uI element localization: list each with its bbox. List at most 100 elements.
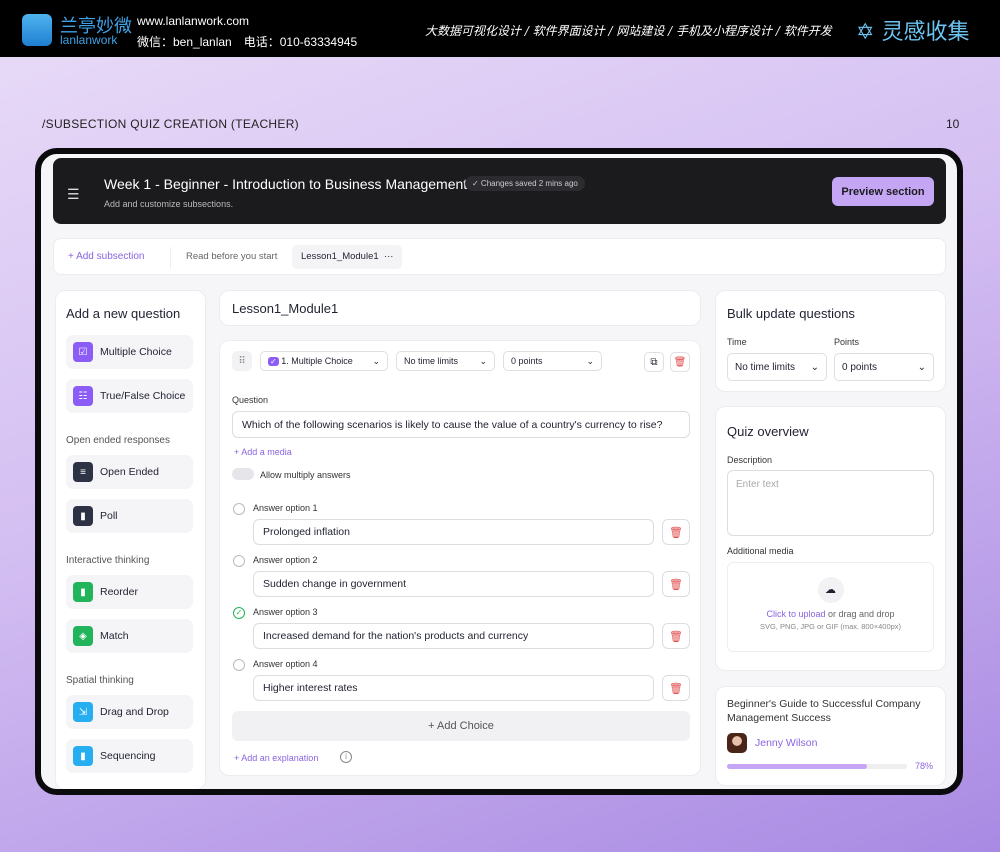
select-value: 1. Multiple Choice [281, 356, 353, 366]
trash-icon[interactable]: 🗑 [662, 571, 690, 597]
device-frame: ☰ Week 1 - Beginner - Introduction to Bu… [35, 148, 963, 795]
trash-icon[interactable]: 🗑 [662, 519, 690, 545]
logo-icon [22, 14, 52, 46]
course-guide-card: Beginner's Guide to Successful Company M… [715, 686, 946, 786]
points-select[interactable]: 0 points ⌄ [503, 351, 602, 371]
bulk-points-select[interactable]: 0 points ⌄ [834, 353, 934, 381]
item-label: Match [100, 630, 129, 642]
panel-title: Add a new question [66, 306, 181, 321]
logo-subtext: lanlanwork [60, 33, 118, 47]
answer-radio[interactable] [233, 503, 245, 515]
add-subsection-button[interactable]: + Add subsection [68, 251, 145, 262]
lesson-title-card: Lesson1_Module1 [219, 290, 701, 326]
tab-read-before[interactable]: Read before you start [186, 251, 278, 262]
select-value: No time limits [735, 361, 796, 373]
author-name[interactable]: Jenny Wilson [755, 737, 818, 749]
answer-radio[interactable] [233, 659, 245, 671]
brand-text: 灵感收集 [881, 20, 970, 45]
time-label: Time [727, 337, 747, 347]
question-type-open-ended[interactable]: ≡ Open Ended [66, 455, 193, 489]
item-label: Reorder [100, 586, 138, 598]
chevron-down-icon: ⌄ [810, 361, 819, 373]
question-type-panel: Add a new question ☑ Multiple Choice ☷ Tru… [55, 290, 206, 789]
tab-lesson1[interactable]: Lesson1_Module1 ··· [292, 245, 403, 269]
chevron-down-icon: ⌄ [479, 355, 487, 366]
star-icon: ✡ [856, 20, 882, 45]
slide-label: /SUBSECTION QUIZ CREATION (TEACHER) [42, 117, 299, 131]
more-icon[interactable]: ··· [383, 251, 394, 262]
add-media-button[interactable]: + Add a media [234, 447, 292, 457]
card-title: Bulk update questions [727, 306, 855, 321]
question-type-reorder[interactable]: ▮ Reorder [66, 575, 193, 609]
drag-handle-icon[interactable]: ⠿ [232, 351, 252, 371]
add-choice-button[interactable]: + Add Choice [232, 711, 690, 741]
upload-cloud-icon: ☁ [817, 577, 844, 603]
description-input[interactable]: Enter text [727, 470, 934, 536]
card-title: Quiz overview [727, 424, 809, 439]
item-label: Multiple Choice [100, 346, 172, 358]
trash-icon[interactable]: 🗑 [662, 675, 690, 701]
answer-radio[interactable] [233, 555, 245, 567]
answer-label: Answer option 1 [253, 503, 318, 513]
top-banner: 兰亭妙微 lanlanwork www.lanlanwork.com 微信：be… [0, 0, 1000, 57]
subsection-tabs: + Add subsection Read before you start L… [53, 238, 946, 275]
answer-radio-correct[interactable]: ✓ [233, 607, 245, 619]
group-title: Spatial thinking [66, 675, 134, 686]
layers-icon: ◈ [73, 626, 93, 646]
group-title: Open ended responses [66, 435, 170, 446]
reorder-icon: ▮ [73, 582, 93, 602]
group-title: Interactive thinking [66, 555, 150, 566]
select-value: 0 points [842, 361, 878, 373]
info-icon[interactable]: i [340, 751, 352, 763]
upload-text: or drag and drop [825, 609, 895, 619]
question-type-match[interactable]: ◈ Match [66, 619, 193, 653]
allow-multiple-label: Allow multiply answers [260, 470, 351, 480]
upload-hint: SVG, PNG, JPG or GIF (max. 800×400px) [759, 622, 902, 631]
saved-badge: ✓ Changes saved 2 mins ago [465, 176, 585, 191]
question-type-multiple-choice[interactable]: ☑ Multiple Choice [66, 335, 193, 369]
list-icon: ☷ [73, 386, 93, 406]
question-type-poll[interactable]: ▮ Poll [66, 499, 193, 533]
page-number: 10 [946, 117, 960, 131]
question-type-select[interactable]: ✓ 1. Multiple Choice ⌄ [260, 351, 388, 371]
trash-icon[interactable]: 🗑 [670, 352, 690, 372]
progress-bar [727, 764, 907, 769]
question-input[interactable]: Which of the following scenarios is like… [232, 411, 690, 438]
website: www.lanlanwork.com [137, 14, 250, 28]
answer-input[interactable]: Prolonged inflation [253, 519, 654, 545]
divider [170, 247, 171, 269]
add-explanation-button[interactable]: + Add an explanation [234, 753, 319, 763]
item-label: Sequencing [100, 750, 156, 762]
section-header: ☰ Week 1 - Beginner - Introduction to Bu… [53, 158, 946, 224]
question-type-drag-drop[interactable]: ⇲ Drag and Drop [66, 695, 193, 729]
question-label: Question [232, 395, 269, 405]
time-limit-select[interactable]: No time limits ⌄ [396, 351, 495, 371]
chevron-down-icon: ⌄ [917, 361, 926, 373]
answer-label: Answer option 4 [253, 659, 318, 669]
course-title: Beginner's Guide to Successful Company M… [727, 698, 921, 724]
bulk-time-select[interactable]: No time limits ⌄ [727, 353, 827, 381]
answer-input[interactable]: Sudden change in government [253, 571, 654, 597]
click-to-upload-link[interactable]: Click to upload [766, 609, 826, 619]
menu-icon[interactable]: ☰ [67, 186, 80, 202]
preview-section-button[interactable]: Preview section [832, 177, 934, 206]
brand-logo: ✡ 灵感收集 [856, 14, 969, 46]
allow-multiple-toggle[interactable] [232, 468, 254, 480]
page-title: Week 1 - Beginner - Introduction to Busi… [104, 176, 468, 192]
chevron-down-icon: ⌄ [372, 355, 380, 366]
description-label: Description [727, 455, 773, 465]
question-card: ⠿ ✓ 1. Multiple Choice ⌄ No time limits ⌄ … [219, 340, 701, 776]
duplicate-icon[interactable]: ⧉ [644, 352, 664, 372]
answer-input[interactable]: Increased demand for the nation's produc… [253, 623, 654, 649]
select-value: No time limits [404, 356, 459, 366]
question-type-true-false[interactable]: ☷ True/False Choice [66, 379, 193, 413]
trash-icon[interactable]: 🗑 [662, 623, 690, 649]
logo-text: 兰亭妙微 [60, 16, 132, 36]
item-label: Drag and Drop [100, 706, 169, 718]
sequence-icon: ▮ [73, 746, 93, 766]
question-type-sequencing[interactable]: ▮ Sequencing [66, 739, 193, 773]
upload-dropzone[interactable]: ☁ Click to upload or drag and drop SVG, … [727, 562, 934, 652]
progress-fill [727, 764, 868, 769]
quiz-overview-card: Quiz overview Description Enter text Add… [715, 406, 946, 671]
answer-input[interactable]: Higher interest rates [253, 675, 654, 701]
